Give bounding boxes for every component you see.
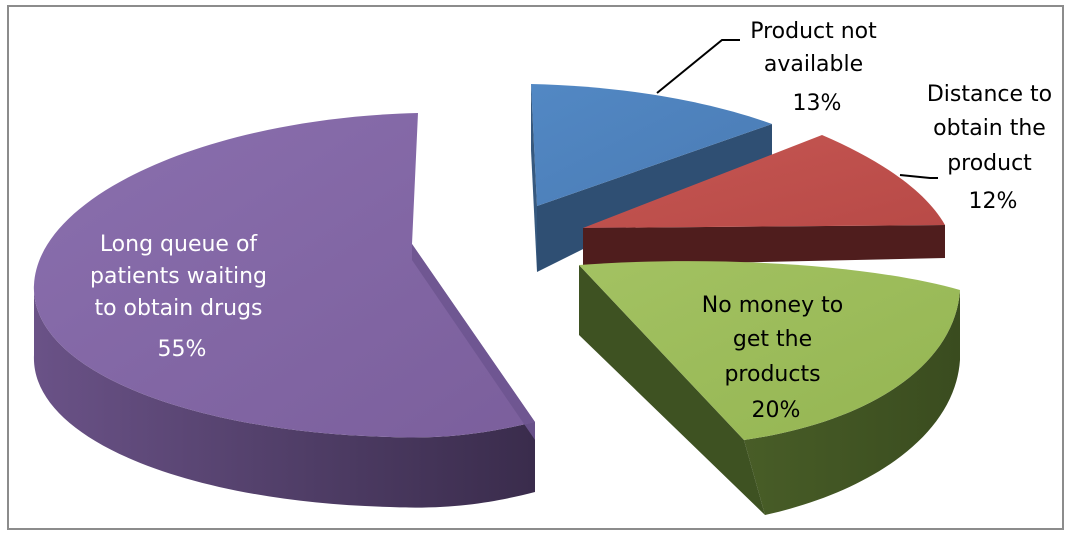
label-long-queue-line-3: to obtain drugs [94, 296, 262, 321]
label-no-money-line-1: No money to [702, 293, 843, 318]
label-long-queue-percent: 55% [158, 337, 207, 362]
label-no-money-percent: 20% [752, 398, 801, 423]
slice-distance-side [583, 225, 945, 266]
label-distance-line-2: obtain the [933, 116, 1046, 141]
slice-distance[interactable] [583, 135, 945, 266]
label-long-queue-line-2: patients waiting [90, 264, 267, 289]
slice-distance-top [583, 135, 945, 228]
slice-no-money-side [744, 290, 960, 515]
slice-no-money-left [579, 265, 765, 515]
label-long-queue: Long queue of patients waiting to obtain… [90, 232, 274, 362]
label-distance-line-1: Distance to [927, 82, 1052, 107]
label-no-money-line-2: get the [733, 327, 812, 352]
slice-long-queue[interactable] [33, 113, 535, 508]
label-product-not-available-line-1: Product not [750, 19, 877, 44]
label-product-not-available-percent: 13% [793, 91, 842, 116]
label-product-not-available: Product not available 13% [750, 19, 884, 116]
slice-long-queue-side [33, 285, 535, 508]
label-no-money: No money to get the products 20% [702, 293, 850, 423]
slice-long-queue-cut [412, 113, 535, 440]
slice-no-money-top [579, 261, 960, 440]
label-long-queue-line-1: Long queue of [100, 232, 259, 257]
label-no-money-line-3: products [724, 362, 820, 387]
slice-product-not-available-top [531, 84, 772, 206]
label-distance: Distance to obtain the product 12% [927, 82, 1059, 214]
label-distance-line-3: product [947, 151, 1032, 176]
leader-line-product-not-available [656, 39, 740, 94]
slice-long-queue-top [33, 113, 535, 438]
plot-area-border [7, 5, 1064, 530]
slice-no-money[interactable] [579, 261, 960, 515]
slice-product-not-available-front [531, 84, 537, 272]
label-distance-percent: 12% [969, 189, 1018, 214]
leader-line-distance [899, 174, 938, 179]
label-product-not-available-line-2: available [764, 52, 863, 77]
